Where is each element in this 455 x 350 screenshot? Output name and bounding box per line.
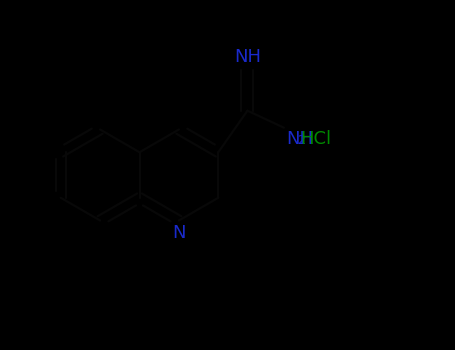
Text: N: N (172, 224, 186, 241)
Text: 2: 2 (297, 134, 305, 147)
Text: HCl: HCl (300, 130, 331, 148)
Text: NH: NH (234, 48, 261, 66)
Text: NH: NH (286, 130, 313, 148)
